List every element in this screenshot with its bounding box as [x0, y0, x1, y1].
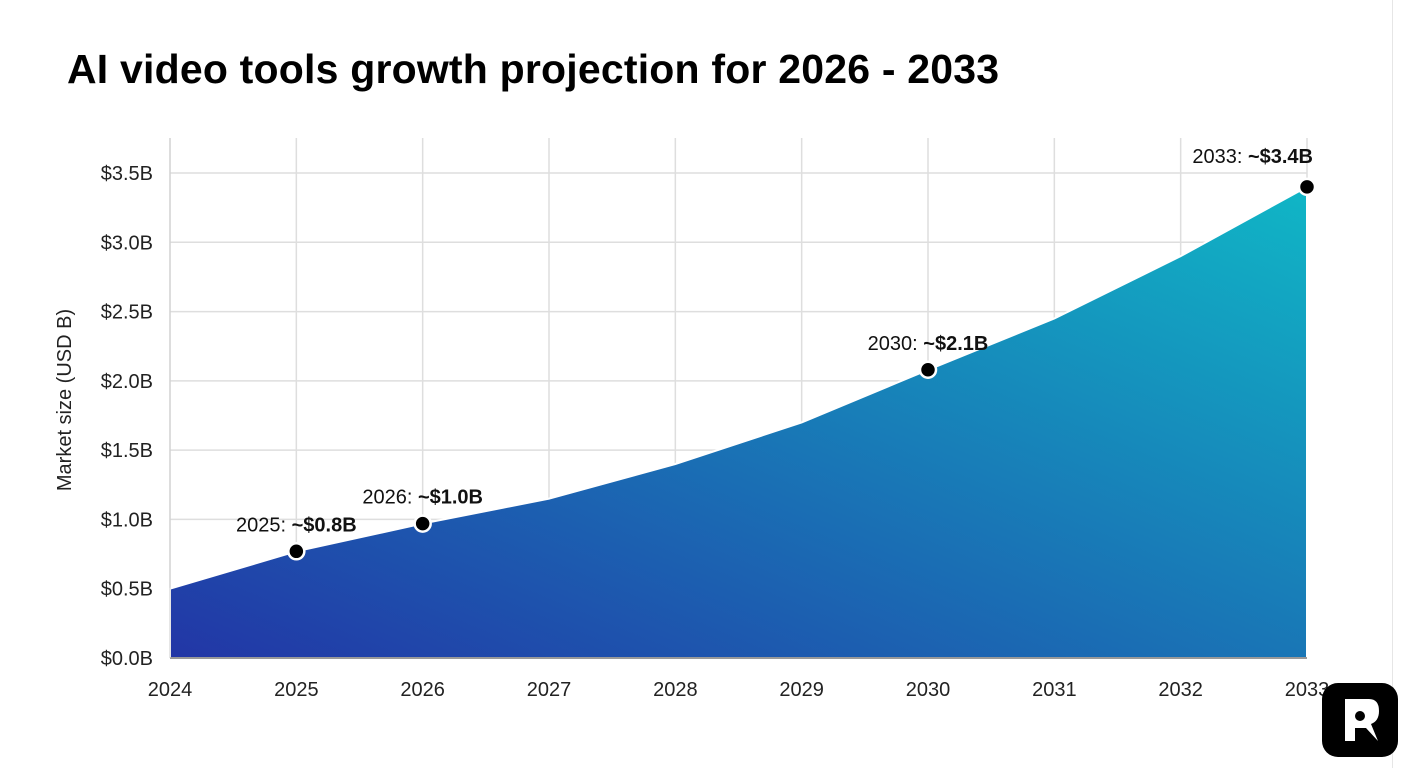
y-tick-label: $2.0B	[101, 371, 153, 393]
data-label-value: ~$3.4B	[1248, 146, 1313, 168]
x-tick-label: 2030	[906, 679, 951, 701]
x-tick-label: 2025	[274, 679, 319, 701]
y-axis-label: Market size (USD B)	[54, 309, 76, 491]
data-point-marker	[413, 514, 432, 533]
x-tick-label: 2027	[527, 679, 572, 701]
data-label: 2030: ~$2.1B	[868, 333, 989, 355]
data-label-value: ~$1.0B	[418, 487, 483, 509]
x-tick-label: 2029	[779, 679, 824, 701]
data-point-marker	[287, 542, 306, 561]
data-point-marker	[1297, 177, 1317, 197]
x-tick-label: 2033	[1285, 679, 1330, 701]
data-label-value: ~$2.1B	[923, 333, 988, 355]
r-logo-icon	[1322, 683, 1398, 757]
x-tick-label: 2032	[1158, 679, 1203, 701]
y-tick-label: $1.5B	[101, 440, 153, 462]
y-tick-label: $0.5B	[101, 579, 153, 601]
chart-title: AI video tools growth projection for 202…	[67, 46, 1000, 92]
y-tick-label: $1.0B	[101, 509, 153, 531]
x-tick-label: 2024	[148, 679, 193, 701]
x-tick-label: 2026	[400, 679, 445, 701]
data-point-marker	[918, 360, 938, 380]
x-tick-label: 2031	[1032, 679, 1077, 701]
data-label-prefix: 2030:	[868, 333, 924, 355]
data-label: 2026: ~$1.0B	[362, 487, 483, 509]
y-tick-label: $3.0B	[101, 232, 153, 254]
data-label-value: ~$0.8B	[292, 514, 357, 536]
y-tick-label: $0.0B	[101, 648, 153, 670]
data-label: 2025: ~$0.8B	[236, 514, 357, 536]
data-label-prefix: 2026:	[362, 487, 418, 509]
data-label-prefix: 2033:	[1192, 146, 1248, 168]
data-label-prefix: 2025:	[236, 514, 292, 536]
data-label: 2033: ~$3.4B	[1192, 146, 1313, 168]
x-tick-label: 2028	[653, 679, 698, 701]
divider	[1392, 0, 1393, 768]
y-tick-label: $2.5B	[101, 302, 153, 324]
area-series	[169, 185, 1308, 659]
y-tick-label: $3.5B	[101, 163, 153, 185]
